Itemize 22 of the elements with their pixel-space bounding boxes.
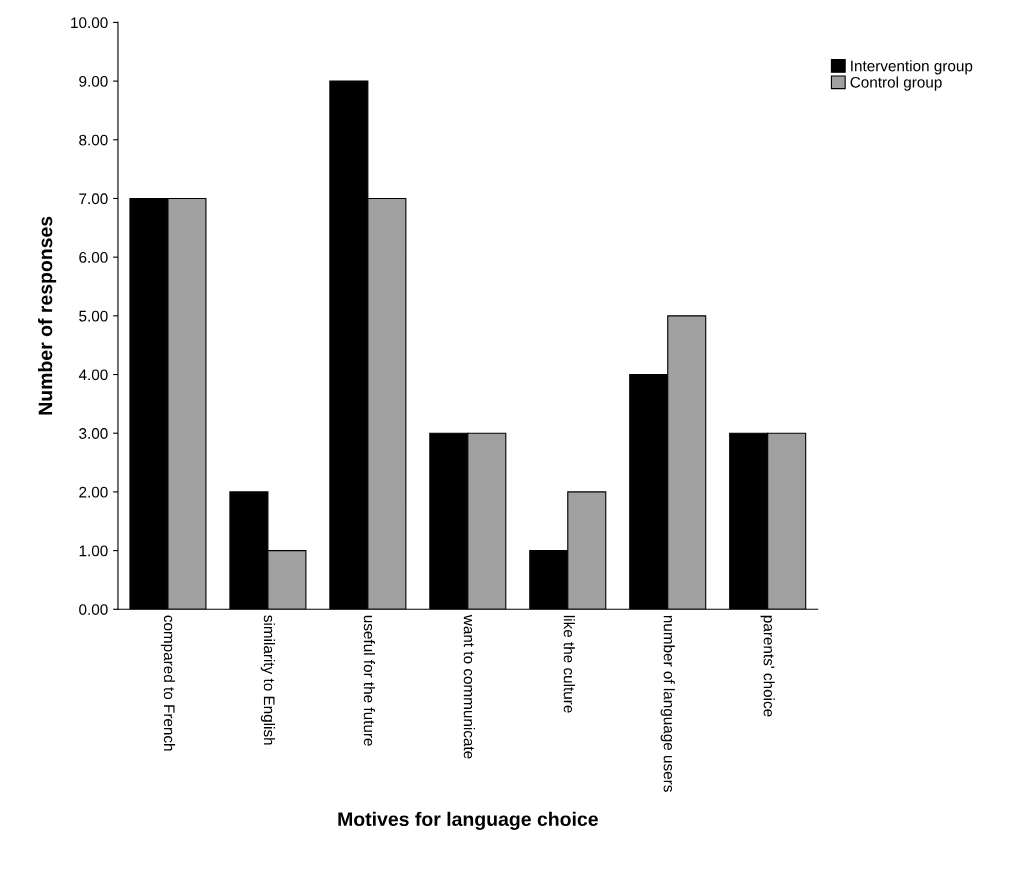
- x-tick-label: like the culture: [563, 615, 575, 713]
- y-tick-label: 0.00: [79, 604, 108, 615]
- x-tick-label: useful for the future: [363, 615, 375, 746]
- y-tick-label: 8.00: [79, 134, 108, 146]
- y-tick-label: 10.00: [71, 17, 108, 29]
- x-axis-title: Motives for language choice: [338, 811, 598, 830]
- y-tick-label: 1.00: [79, 545, 108, 557]
- y-tick-label: 9.00: [79, 75, 108, 87]
- legend-label: Control group: [850, 76, 942, 91]
- legend-label: Intervention group: [851, 60, 973, 75]
- y-tick-label: 4.00: [78, 369, 108, 381]
- x-tick-label: similarity to English: [260, 615, 276, 745]
- y-tick-label: 2.00: [79, 486, 108, 498]
- x-tick-label: compared to French: [160, 615, 176, 751]
- x-tick-label: want to communicate: [463, 614, 475, 759]
- x-tick-label: number of language users: [660, 615, 675, 792]
- y-tick-label: 7.00: [79, 193, 108, 205]
- y-tick-label: 5.00: [79, 310, 108, 322]
- y-tick-label: 3.00: [79, 428, 108, 439]
- x-tick-label: parents' choice: [760, 615, 775, 717]
- y-tick-label: 6.00: [79, 252, 108, 263]
- y-axis-title: Number of responses: [38, 216, 57, 415]
